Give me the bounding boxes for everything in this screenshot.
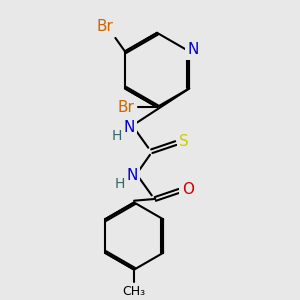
Text: N: N — [123, 120, 134, 135]
Text: H: H — [111, 129, 122, 143]
Text: S: S — [179, 134, 189, 149]
Text: Br: Br — [118, 100, 135, 115]
Text: Br: Br — [96, 19, 113, 34]
Text: H: H — [115, 177, 125, 191]
Text: N: N — [187, 42, 198, 57]
Text: O: O — [182, 182, 194, 197]
Text: N: N — [127, 168, 138, 183]
Text: CH₃: CH₃ — [122, 285, 146, 298]
